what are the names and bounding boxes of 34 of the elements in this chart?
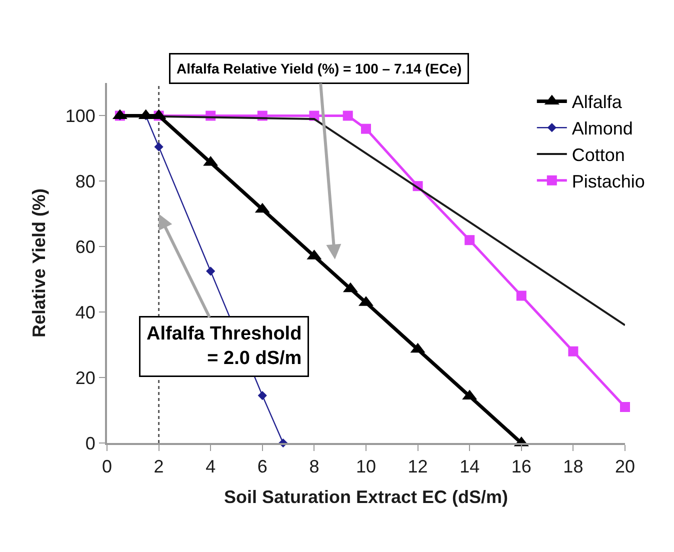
x-axis-title: Soil Saturation Extract EC (dS/m) xyxy=(224,487,508,508)
y-tick-label: 60 xyxy=(75,236,96,257)
point xyxy=(568,346,578,356)
x-tick-label: 12 xyxy=(408,456,428,477)
point xyxy=(258,391,267,400)
x-tick-label: 2 xyxy=(154,456,164,477)
x-tick-label: 4 xyxy=(206,456,216,477)
point xyxy=(361,124,371,134)
point xyxy=(342,110,353,121)
y-tick-label: 20 xyxy=(75,368,96,388)
point xyxy=(516,290,526,301)
y-axis-title: Relative Yield (%) xyxy=(29,188,50,338)
point xyxy=(464,235,475,246)
point xyxy=(154,142,164,152)
annotation: Alfalfa Threshold = 2.0 dS/m xyxy=(146,324,302,370)
text: Alfalfa Relative Yield (%) = 100 – 7.14 (ECe) xyxy=(176,60,462,76)
y-tick-label: 80 xyxy=(75,171,96,192)
x-tick-label: 18 xyxy=(563,456,584,477)
legend-label: Almond xyxy=(572,118,633,139)
point xyxy=(206,266,216,276)
legend-label: Pistachio xyxy=(572,171,645,192)
legend-label: Cotton xyxy=(572,145,625,166)
legend-label: Alfalfa xyxy=(572,92,623,112)
y-tick-label: 0 xyxy=(85,433,96,454)
y-tick-label: 100 xyxy=(65,106,96,126)
x-tick-label: 16 xyxy=(511,456,532,477)
x-tick-label: 14 xyxy=(460,456,480,477)
x-tick-label: 8 xyxy=(309,456,320,477)
x-tick-label: 0 xyxy=(102,456,112,477)
x-tick-label: 10 xyxy=(356,456,376,477)
x-tick-label: 20 xyxy=(614,456,636,477)
x-tick-label: 6 xyxy=(257,456,268,477)
y-tick-label: 40 xyxy=(75,302,96,322)
point xyxy=(620,402,630,412)
